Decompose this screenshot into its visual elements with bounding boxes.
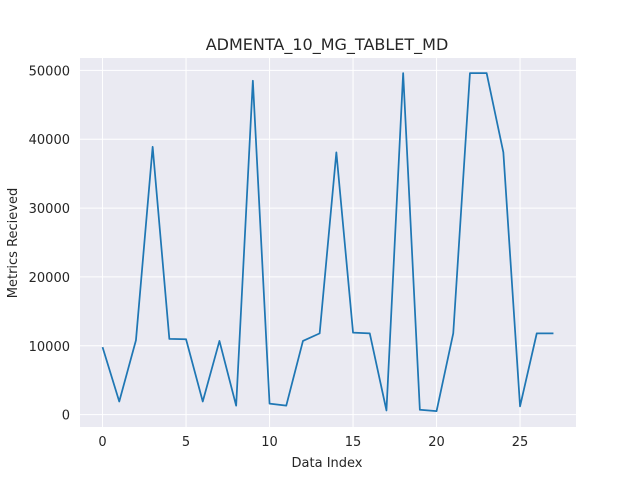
y-tick-label: 30000 [29,202,70,217]
x-tick-label: 15 [345,435,362,450]
x-tick-label: 20 [428,435,445,450]
x-tick-label: 25 [512,435,529,450]
y-tick-labels: 0 10000 20000 30000 40000 50000 [29,64,70,423]
grid-lines [80,58,576,427]
x-tick-label: 5 [182,435,190,450]
x-axis-label: Data Index [292,456,363,471]
y-axis-label: Metrics Recieved [6,188,21,298]
x-tick-label: 0 [98,435,106,450]
y-tick-label: 0 [62,409,70,424]
chart-title: ADMENTA_10_MG_TABLET_MD [206,35,449,55]
x-tick-label: 10 [261,435,278,450]
y-tick-label: 50000 [29,64,70,79]
y-tick-label: 10000 [29,340,70,355]
y-tick-label: 20000 [29,271,70,286]
series-layer [101,72,554,413]
x-tick-labels: 0 5 10 15 20 25 [98,435,528,450]
y-tick-label: 40000 [29,133,70,148]
series-line [101,72,554,413]
